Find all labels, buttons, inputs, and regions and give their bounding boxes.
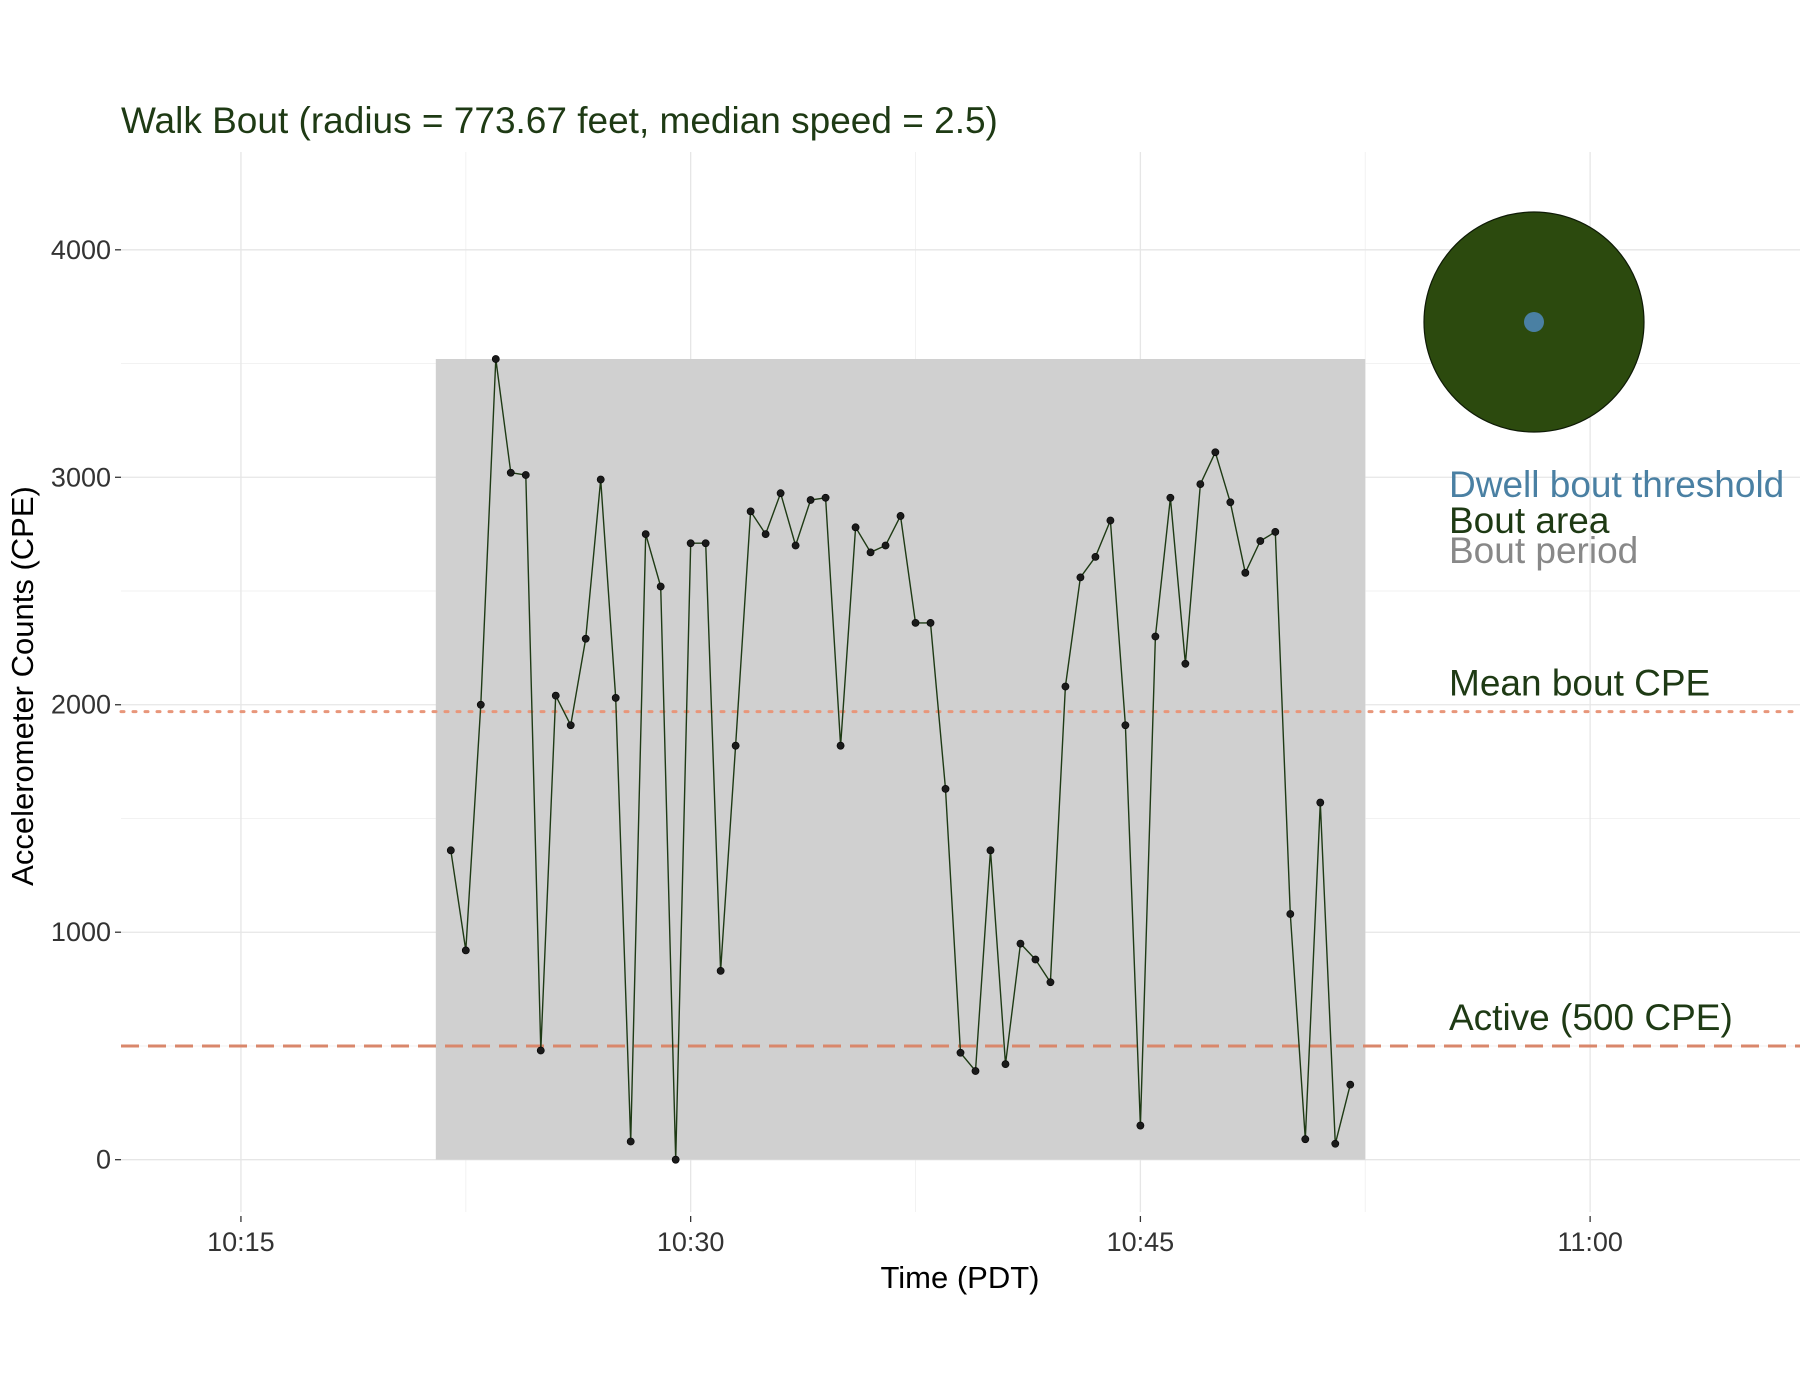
data-point [551,691,560,700]
data-point [806,496,815,504]
reference-line-label: Mean bout CPE [1449,663,1710,704]
data-point [596,475,605,484]
axis-ticks: 0 1000 2000 3000 4000 10:15 10:30 10:45 11:00 [51,235,1623,1257]
data-point [1256,537,1265,545]
data-point [536,1046,545,1055]
x-tick-label: 11:00 [1557,1227,1623,1257]
data-point [461,946,470,955]
y-tick-label: 1000 [51,917,111,947]
data-point [836,741,845,750]
data-point [686,539,695,548]
data-point [701,539,710,548]
data-point [476,700,485,709]
data-point [1031,955,1040,964]
data-point [641,530,650,539]
x-tick-label: 10:45 [1107,1227,1175,1257]
data-point [1151,632,1160,641]
data-point [506,468,515,477]
data-point [1166,493,1175,502]
data-point [566,721,575,730]
data-point [926,618,935,627]
data-point [1286,910,1295,918]
data-point [671,1155,680,1164]
data-point [986,846,995,855]
data-point [446,846,455,855]
data-point [1061,682,1070,691]
data-point [1211,448,1220,457]
data-point [716,966,725,975]
data-point [1136,1121,1145,1130]
data-point [1331,1139,1340,1148]
data-point [821,493,830,502]
y-tick-label: 0 [96,1145,111,1175]
data-point [1196,480,1205,489]
data-point [761,530,770,539]
data-point [1271,527,1280,536]
data-point [1091,552,1100,561]
data-point [1316,798,1325,807]
data-point [1076,573,1085,582]
data-point [491,355,500,363]
data-point [521,471,530,479]
legend-item: Bout area [1449,500,1610,541]
dwell-threshold-dot [1524,312,1544,332]
y-tick-label: 3000 [51,462,111,492]
data-point [1046,978,1055,987]
data-point [971,1067,980,1075]
y-axis-title: Accelerometer Counts (CPE) [5,486,40,886]
bout-period-rect [435,358,1366,1160]
data-point [1181,659,1190,668]
data-point [746,507,755,516]
data-point [911,618,920,627]
data-point [1301,1135,1310,1144]
x-tick-label: 10:30 [657,1227,725,1257]
data-point [656,582,665,591]
data-point [896,512,905,520]
reference-line-labels: Mean bout CPE Active (500 CPE) [1449,663,1733,1038]
data-point [1121,721,1130,730]
x-axis-title: Time (PDT) [881,1260,1040,1295]
y-tick-label: 4000 [51,235,111,265]
y-tick-label: 2000 [51,690,111,720]
data-point [776,489,785,498]
data-point [1001,1060,1010,1069]
data-point [1226,498,1235,507]
data-point [791,541,800,550]
data-point [1106,516,1115,525]
x-tick-label: 10:15 [207,1227,275,1257]
data-point [881,541,890,550]
data-point [611,694,620,702]
data-points [446,355,1355,1164]
data-point [941,785,950,793]
data-point [851,523,860,532]
legend-item: Dwell bout threshold [1449,464,1784,505]
data-point [731,741,740,750]
data-point [956,1048,965,1057]
data-point [1241,568,1250,577]
chart-title: Walk Bout (radius = 773.67 feet, median … [121,100,998,141]
radius-glyph [1423,211,1645,433]
data-point [866,548,875,557]
data-point [1016,939,1025,948]
reference-line-label: Active (500 CPE) [1449,997,1733,1038]
data-point [581,634,590,643]
data-point [1346,1080,1355,1089]
data-point [626,1137,635,1146]
legend-item: Bout period [1449,530,1638,571]
